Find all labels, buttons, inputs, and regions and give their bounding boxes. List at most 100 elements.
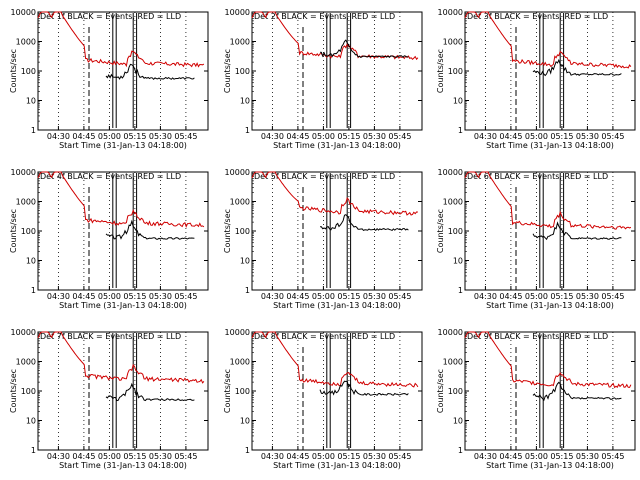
panel-title: Det 6f BLACK = Events, RED = LLD [467, 172, 608, 181]
x-tick-label: 04:30 [261, 292, 284, 301]
y-tick-label: 10000 [225, 168, 250, 177]
lld-series-line [37, 331, 205, 384]
x-tick-label: 04:30 [474, 452, 497, 461]
x-tick-label: 05:45 [174, 292, 197, 301]
lld-series-line [37, 171, 205, 228]
y-axis-label: Counts/sec [223, 49, 232, 93]
detector-panel: Det 7f BLACK = Events, RED = LLD 1 10 100 10… [9, 328, 209, 470]
y-tick-label: 1 [245, 446, 250, 455]
x-axis-label: Start Time (31-Jan-13 04:18:00) [59, 461, 187, 470]
x-tick-label: 05:00 [312, 452, 335, 461]
y-axis-label: Counts/sec [9, 369, 18, 413]
x-tick-label: 05:30 [149, 452, 172, 461]
y-tick-label: 10 [240, 257, 250, 266]
y-axis-label: Counts/sec [9, 49, 18, 93]
x-tick-label: 05:00 [98, 452, 121, 461]
y-tick-label: 1000 [443, 358, 463, 367]
x-tick-label: 05:00 [98, 132, 121, 141]
x-tick-label: 05:00 [312, 132, 335, 141]
plot-frame [37, 171, 209, 291]
panel-title: Det 1f BLACK = Events, RED = LLD [40, 12, 181, 21]
plot-frame [37, 331, 209, 451]
x-tick-label: 05:45 [388, 452, 411, 461]
plot-frame [464, 171, 636, 291]
x-tick-label: 05:00 [312, 292, 335, 301]
y-tick-label: 1 [458, 446, 463, 455]
x-axis-label: Start Time (31-Jan-13 04:18:00) [273, 301, 401, 310]
x-tick-label: 04:30 [47, 292, 70, 301]
plot-frame [251, 11, 423, 131]
detector-panel: Det 8f BLACK = Events, RED = LLD 1 10 100 10… [223, 328, 423, 470]
x-tick-label: 04:45 [499, 452, 522, 461]
y-axis-label: Counts/sec [223, 209, 232, 253]
y-tick-label: 1000 [16, 358, 36, 367]
lld-series-line [464, 331, 632, 389]
x-axis-label: Start Time (31-Jan-13 04:18:00) [273, 461, 401, 470]
y-axis-label: Counts/sec [436, 369, 445, 413]
y-tick-label: 1 [31, 286, 36, 295]
plot-frame [464, 331, 636, 451]
y-tick-label: 10000 [438, 8, 463, 17]
panel-title: Det 2f BLACK = Events, RED = LLD [254, 12, 395, 21]
y-tick-label: 1 [31, 446, 36, 455]
x-tick-label: 05:45 [601, 452, 624, 461]
panel-title: Det 5f BLACK = Events, RED = LLD [254, 172, 395, 181]
events-series-line [532, 381, 622, 402]
x-axis-label: Start Time (31-Jan-13 04:18:00) [59, 141, 187, 150]
x-tick-label: 05:15 [550, 132, 573, 141]
y-tick-label: 10 [26, 257, 36, 266]
plot-frame [251, 331, 423, 451]
detector-panel: Det 2f BLACK = Events, RED = LLD 1 10 100 10… [223, 8, 423, 150]
x-tick-label: 04:30 [261, 132, 284, 141]
x-tick-label: 05:00 [525, 132, 548, 141]
events-series-line [105, 63, 195, 81]
y-tick-label: 100 [448, 67, 463, 76]
y-tick-label: 1000 [443, 38, 463, 47]
y-tick-label: 10 [453, 257, 463, 266]
detector-panel: Det 1f BLACK = Events, RED = LLD 1 10 100 10… [9, 8, 209, 150]
lld-series-line [251, 171, 418, 216]
y-tick-label: 10000 [11, 328, 36, 337]
x-tick-label: 05:30 [363, 292, 386, 301]
events-series-line [105, 219, 195, 240]
x-tick-label: 04:45 [286, 132, 309, 141]
y-tick-label: 10000 [11, 168, 36, 177]
y-tick-label: 100 [21, 387, 36, 396]
detector-panel: Det 6f BLACK = Events, RED = LLD 1 10 100 10… [436, 168, 636, 310]
x-tick-label: 04:30 [474, 292, 497, 301]
y-tick-label: 1000 [230, 358, 250, 367]
x-tick-label: 04:45 [499, 292, 522, 301]
y-tick-label: 10000 [225, 8, 250, 17]
y-axis-label: Counts/sec [223, 369, 232, 413]
y-tick-label: 10 [240, 97, 250, 106]
y-tick-label: 1000 [16, 38, 36, 47]
y-tick-label: 10 [240, 417, 250, 426]
x-tick-label: 05:45 [174, 132, 197, 141]
x-axis-label: Start Time (31-Jan-13 04:18:00) [59, 301, 187, 310]
y-tick-label: 1000 [230, 38, 250, 47]
y-tick-label: 10 [26, 97, 36, 106]
events-series-line [319, 380, 409, 396]
x-tick-label: 05:00 [525, 452, 548, 461]
x-axis-label: Start Time (31-Jan-13 04:18:00) [486, 141, 614, 150]
x-tick-label: 05:00 [525, 292, 548, 301]
y-tick-label: 100 [235, 387, 250, 396]
y-tick-label: 100 [21, 227, 36, 236]
y-tick-label: 10 [453, 417, 463, 426]
y-tick-label: 1000 [443, 198, 463, 207]
x-tick-label: 05:15 [337, 452, 360, 461]
y-tick-label: 1 [245, 286, 250, 295]
y-tick-label: 10000 [11, 8, 36, 17]
panel-title: Det 9f BLACK = Events, RED = LLD [467, 332, 608, 341]
x-tick-label: 05:15 [123, 132, 146, 141]
x-tick-label: 05:00 [98, 292, 121, 301]
x-axis-label: Start Time (31-Jan-13 04:18:00) [273, 141, 401, 150]
x-tick-label: 05:15 [337, 132, 360, 141]
events-series-line [319, 39, 409, 59]
x-axis-label: Start Time (31-Jan-13 04:18:00) [486, 461, 614, 470]
x-tick-label: 04:30 [261, 452, 284, 461]
lld-series-line [251, 331, 419, 388]
y-tick-label: 10 [26, 417, 36, 426]
x-tick-label: 04:30 [47, 132, 70, 141]
